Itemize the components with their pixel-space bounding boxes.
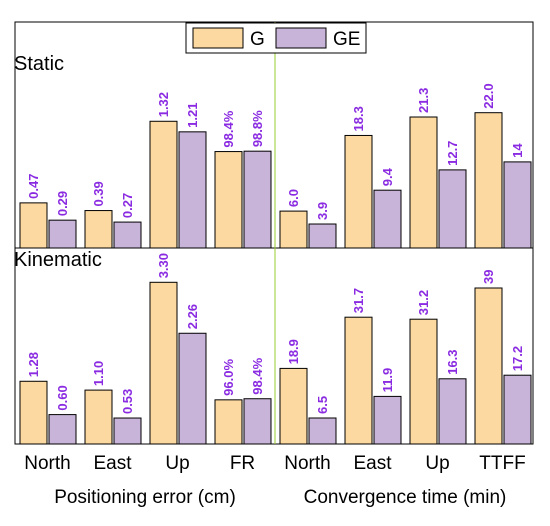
bar-kinematic-g-6 bbox=[409, 318, 438, 445]
x-tick-label-5: East bbox=[353, 453, 392, 474]
bar-kinematic-g-4 bbox=[279, 367, 308, 445]
x-tick-label-1: East bbox=[93, 453, 132, 474]
data-label-static-ge-3: 98.8% bbox=[250, 110, 265, 147]
bar-kinematic-g-0 bbox=[19, 380, 48, 445]
x-tick-label-6: Up bbox=[425, 453, 449, 474]
data-label-kinematic-g-1: 1.10 bbox=[91, 361, 106, 386]
x-tick-label-2: Up bbox=[165, 453, 189, 474]
panel-label-kinematic: Kinematic bbox=[14, 249, 102, 271]
bar-static-ge-5 bbox=[373, 189, 402, 249]
bar-static-ge-2 bbox=[178, 131, 207, 249]
bar-static-ge-6 bbox=[438, 169, 467, 249]
data-label-kinematic-ge-7: 17.2 bbox=[510, 346, 525, 371]
data-label-static-g-5: 18.3 bbox=[351, 106, 366, 131]
bar-kinematic-g-2 bbox=[149, 281, 178, 445]
data-label-static-ge-2: 1.21 bbox=[185, 103, 200, 128]
legend-swatch-ge bbox=[275, 27, 327, 49]
data-label-kinematic-g-5: 31.7 bbox=[351, 288, 366, 313]
data-label-static-ge-5: 9.4 bbox=[380, 167, 395, 186]
x-tick-label-7: TTFF bbox=[479, 453, 525, 474]
data-label-kinematic-ge-2: 2.26 bbox=[185, 304, 200, 329]
bar-static-g-3 bbox=[214, 151, 243, 249]
data-label-kinematic-g-0: 1.28 bbox=[26, 352, 41, 377]
data-label-kinematic-g-6: 31.2 bbox=[416, 290, 431, 315]
x-tick-label-4: North bbox=[284, 453, 330, 474]
legend-label-g: G bbox=[250, 29, 265, 50]
bar-kinematic-ge-3 bbox=[243, 398, 272, 445]
bar-static-g-2 bbox=[149, 120, 178, 249]
x-axis-label-convergence-time: Convergence time (min) bbox=[304, 487, 507, 508]
bar-static-g-1 bbox=[84, 210, 113, 249]
bar-static-g-0 bbox=[19, 202, 48, 249]
data-label-kinematic-g-3: 96.0% bbox=[221, 359, 236, 396]
x-axis-label-positioning-error: Positioning error (cm) bbox=[54, 487, 236, 508]
data-label-static-ge-4: 3.9 bbox=[315, 202, 330, 220]
data-label-static-g-2: 1.32 bbox=[156, 92, 171, 117]
data-label-kinematic-ge-5: 11.9 bbox=[380, 368, 395, 393]
bar-kinematic-ge-6 bbox=[438, 378, 467, 445]
bar-kinematic-g-7 bbox=[474, 287, 503, 445]
bar-static-ge-1 bbox=[113, 221, 142, 249]
bar-kinematic-g-1 bbox=[84, 389, 113, 445]
data-label-kinematic-g-2: 3.30 bbox=[156, 253, 171, 278]
bar-static-ge-3 bbox=[243, 150, 272, 249]
bar-kinematic-g-5 bbox=[344, 316, 373, 445]
x-tick-label-0: North bbox=[24, 453, 70, 474]
data-label-static-ge-1: 0.27 bbox=[120, 193, 135, 218]
data-label-static-ge-0: 0.29 bbox=[55, 191, 70, 216]
data-label-static-ge-7: 14 bbox=[510, 143, 525, 158]
bar-kinematic-ge-7 bbox=[503, 374, 532, 445]
data-label-kinematic-ge-6: 16.3 bbox=[445, 349, 460, 374]
data-label-static-g-6: 21.3 bbox=[416, 88, 431, 113]
x-tick-label-3: FR bbox=[230, 453, 255, 474]
data-label-kinematic-g-7: 39 bbox=[481, 270, 496, 284]
data-label-kinematic-ge-1: 0.53 bbox=[120, 389, 135, 414]
bar-kinematic-ge-2 bbox=[178, 332, 207, 445]
bar-kinematic-ge-1 bbox=[113, 417, 142, 445]
data-label-static-g-1: 0.39 bbox=[91, 181, 106, 206]
bar-kinematic-ge-4 bbox=[308, 417, 337, 445]
legend-swatch-g bbox=[192, 27, 244, 49]
bar-kinematic-g-3 bbox=[214, 399, 243, 445]
bar-static-ge-0 bbox=[48, 219, 77, 249]
bar-kinematic-ge-5 bbox=[373, 395, 402, 445]
data-label-kinematic-g-4: 18.9 bbox=[286, 339, 301, 364]
data-label-static-g-0: 0.47 bbox=[26, 174, 41, 199]
data-label-kinematic-ge-0: 0.60 bbox=[55, 385, 70, 410]
data-label-static-g-3: 98.4% bbox=[221, 110, 236, 147]
data-label-static-ge-6: 12.7 bbox=[445, 141, 460, 166]
data-label-static-g-7: 22.0 bbox=[481, 83, 496, 108]
bar-static-g-7 bbox=[474, 112, 503, 249]
panel-label-static: Static bbox=[14, 53, 64, 75]
legend-label-ge: GE bbox=[333, 29, 360, 50]
data-label-kinematic-ge-3: 98.4% bbox=[250, 357, 265, 394]
bar-static-g-4 bbox=[279, 210, 308, 249]
data-label-static-g-4: 6.0 bbox=[286, 189, 301, 207]
bar-static-ge-4 bbox=[308, 223, 337, 249]
data-label-kinematic-ge-4: 6.5 bbox=[315, 396, 330, 414]
bar-kinematic-ge-0 bbox=[48, 414, 77, 445]
bar-static-g-6 bbox=[409, 116, 438, 249]
kinematic-panel-frame bbox=[14, 247, 534, 445]
bar-static-g-5 bbox=[344, 134, 373, 249]
bar-static-ge-7 bbox=[503, 161, 532, 249]
